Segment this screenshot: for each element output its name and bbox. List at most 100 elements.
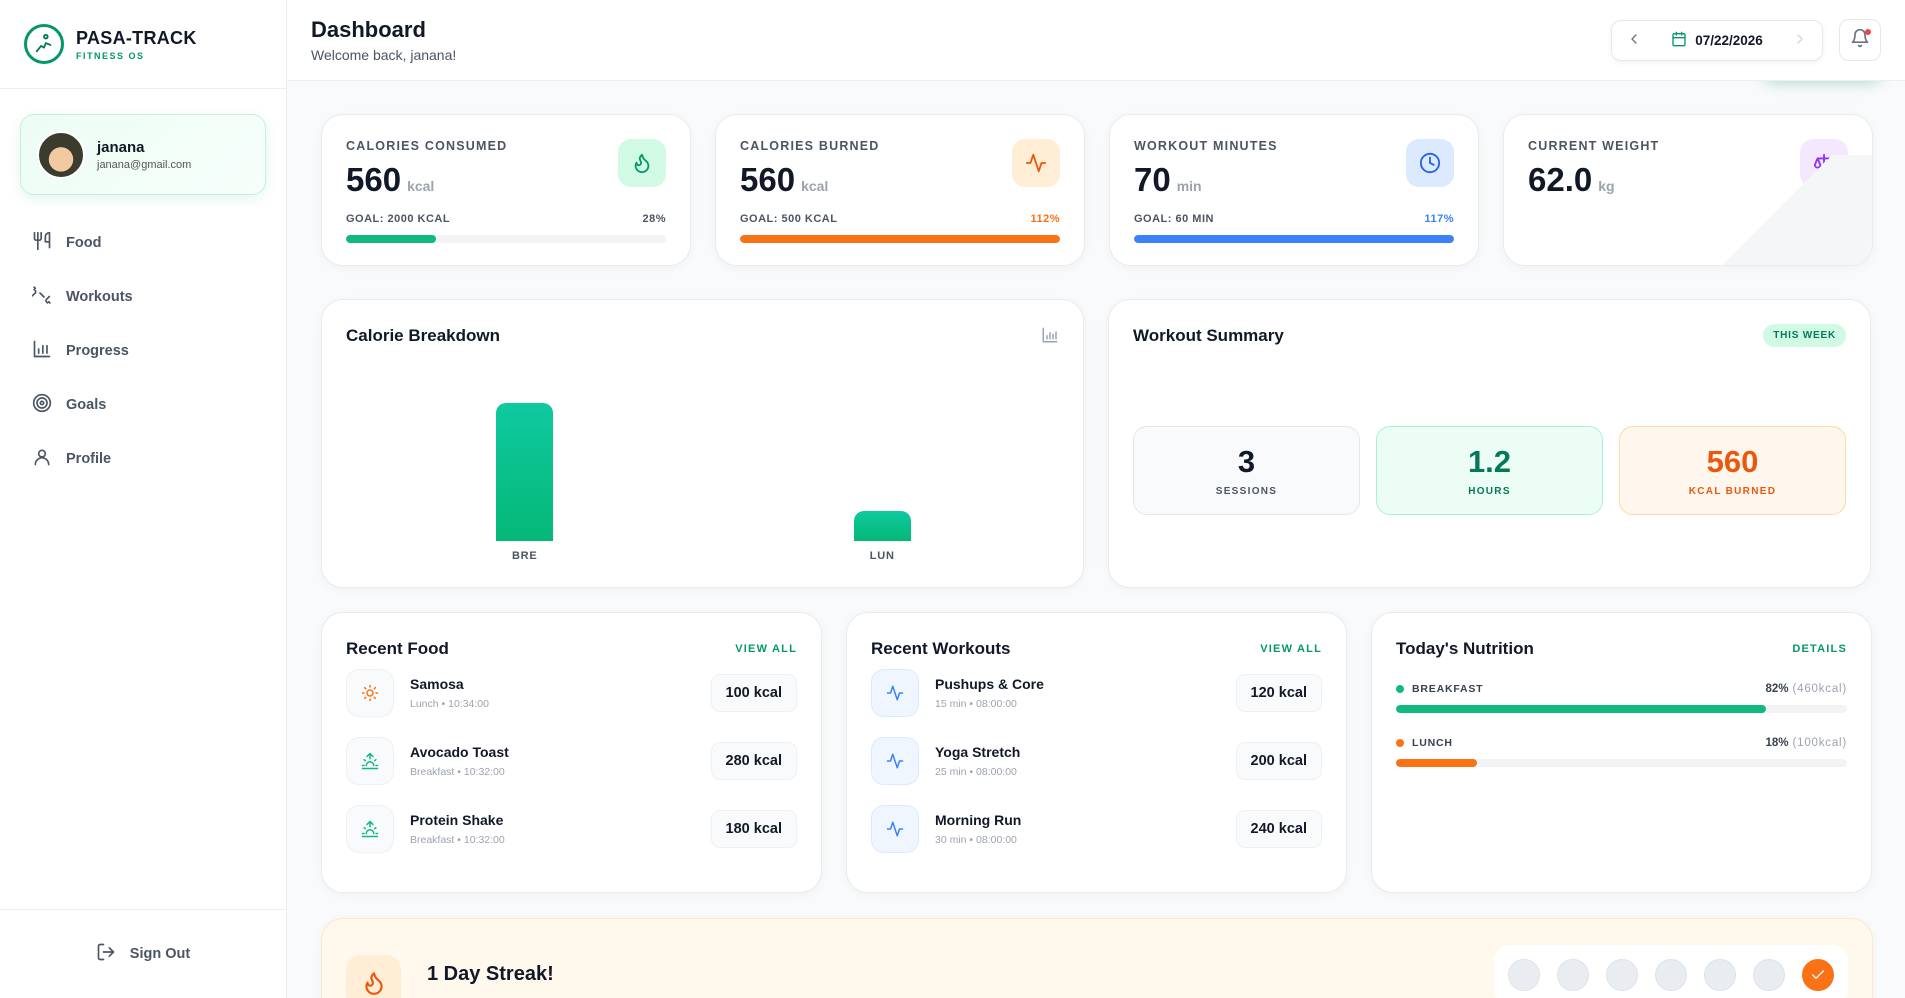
icon — [346, 955, 401, 998]
icon — [32, 393, 52, 417]
list-item[interactable]: Morning Run 30 min • 08:00:00 240 kcal — [871, 795, 1322, 863]
sign-out[interactable]: Sign Out — [0, 909, 286, 998]
x-tick-label: BRE — [511, 550, 538, 562]
details-link[interactable]: DETAILS — [1792, 643, 1847, 655]
nutrition-item: LUNCH 18% (100kcal) — [1396, 737, 1847, 767]
stat-label: CALORIES CONSUMED — [346, 139, 508, 153]
stat-value-row: 70 min — [1134, 161, 1454, 199]
item-meta: 15 min • 08:00:00 — [935, 698, 1017, 710]
streak-text: 1 Day Streak! You've logged data for 1 da… — [427, 955, 738, 998]
stat-value: 62.0 — [1528, 161, 1593, 198]
summary-label: SESSIONS — [1215, 486, 1278, 497]
goal-percent: 112% — [1030, 213, 1060, 225]
nav-item[interactable]: Profile — [20, 435, 274, 482]
notifications[interactable] — [1839, 19, 1881, 61]
stat-unit: kg — [1598, 178, 1615, 194]
goal-row: GOAL: 60 MIN 117% — [1134, 213, 1454, 225]
view-all[interactable]: VIEW ALL — [735, 643, 797, 655]
stat-label: WORKOUT MINUTES — [1134, 139, 1278, 153]
nav: DashboardFoodWorkoutsProgressGoalsProfil… — [0, 30, 1881, 489]
stat-value: 70 — [1134, 161, 1171, 198]
stat-card: CALORIES CONSUMED 560 kcal GOAL: 2000 KCAL 2… — [321, 114, 691, 266]
summary-tiles: 3 SESSIONS 1.2 HOURS 560 KCAL BURNED — [1133, 426, 1846, 515]
goal-percent: 117% — [1424, 213, 1454, 225]
day — [1704, 959, 1736, 991]
list-item[interactable]: Avocado Toast Breakfast • 10:32:00 280 kca… — [346, 727, 797, 795]
item-meta: Lunch • 10:34:00 — [410, 698, 489, 710]
list-item[interactable]: Pushups & Core 15 min • 08:00:00 120 kcal — [871, 659, 1322, 727]
streak-card: 1 Day Streak! You've logged data for 1 da… — [321, 918, 1873, 998]
icon — [346, 805, 394, 853]
progress-track — [740, 235, 1060, 243]
icon-graphic — [33, 340, 51, 357]
list-item[interactable]: Yoga Stretch 25 min • 08:00:00 200 kcal — [871, 727, 1322, 795]
nav-item[interactable]: Workouts — [20, 273, 274, 320]
icon-graphic — [97, 943, 115, 961]
nav-item[interactable]: Goals — [20, 381, 274, 428]
item-meta: Breakfast • 10:32:00 — [410, 834, 505, 846]
goal-label: GOAL: 60 MIN — [1134, 213, 1214, 225]
icon-graphic — [1797, 33, 1803, 44]
stats-row: CALORIES CONSUMED 560 kcal GOAL: 2000 KCAL 2… — [321, 114, 1873, 266]
summary-tile: 1.2 HOURS — [1376, 426, 1603, 515]
summary-value: 1.2 — [1467, 444, 1512, 479]
stat-card: WORKOUT MINUTES 70 min GOAL: 60 MIN 117% — [1109, 114, 1479, 266]
summary-title: Workout Summary — [1133, 326, 1284, 345]
nav-item[interactable]: Progress — [20, 327, 274, 374]
icon — [31, 285, 52, 309]
icon-graphic — [33, 231, 51, 250]
item-kcal: 200 kcal — [1235, 742, 1322, 780]
item-kcal: 180 kcal — [710, 810, 797, 848]
icon-graphic — [1419, 152, 1441, 174]
summary-label: HOURS — [1468, 486, 1511, 497]
charts-row: Calorie Breakdown BRE LUN Workout Summary TH… — [321, 299, 1873, 588]
goal-label: GOAL: 2000 KCAL — [346, 213, 451, 225]
stat-card: CALORIES BURNED 560 kcal GOAL: 500 KCAL 112% — [715, 114, 1085, 266]
item-text: Pushups & Core 15 min • 08:00:00 — [935, 676, 1044, 710]
list-item[interactable]: Samosa Lunch • 10:34:00 100 kcal — [346, 659, 797, 727]
date-text: 07/22/2026 — [1695, 32, 1763, 48]
progress-fill — [346, 235, 436, 243]
goal-row: GOAL: 2000 KCAL 28% — [346, 213, 666, 225]
page-subtitle: Welcome back, janana! — [311, 47, 457, 63]
icon-graphic — [364, 971, 383, 995]
sign-out-label: Sign Out — [129, 946, 191, 962]
goal-percent: 28% — [642, 213, 666, 225]
nutrition-head: LUNCH 18% (100kcal) — [1396, 737, 1847, 749]
brand-tagline: FITNESS OS — [76, 50, 145, 61]
meal-percent: 18% — [1765, 737, 1789, 749]
meal-detail: (460kcal) — [1792, 683, 1847, 695]
next-day[interactable] — [1792, 31, 1808, 50]
icon — [871, 805, 919, 853]
progress-track — [1396, 705, 1847, 713]
item-meta: 25 min • 08:00:00 — [935, 766, 1017, 778]
notification-dot — [1865, 29, 1871, 35]
icon-graphic — [361, 820, 379, 838]
item-kcal: 120 kcal — [1235, 674, 1322, 712]
icon-graphic — [1672, 31, 1686, 46]
stat-unit: kcal — [801, 178, 829, 194]
stat-value-row: 560 kcal — [740, 161, 1060, 199]
day — [1606, 959, 1638, 991]
view-all[interactable]: VIEW ALL — [1260, 643, 1322, 655]
date-picker[interactable]: 07/22/2026 — [1611, 19, 1823, 61]
recent-food-card: Recent Food VIEW ALL Samosa Lunch • 10:34:0… — [321, 612, 822, 893]
streak-message: You've logged data for 1 days in a row! … — [427, 996, 738, 998]
header: Dashboard Welcome back, janana! 07/22/2026 — [287, 0, 1905, 81]
icon-graphic — [1631, 33, 1637, 44]
nutrition-card: Today's Nutrition DETAILS BREAKFAST 82% (460… — [1371, 612, 1872, 893]
period-badge: THIS WEEK — [1763, 324, 1846, 347]
list-item[interactable]: Protein Shake Breakfast • 10:32:00 180 kca… — [346, 795, 797, 863]
nav-item[interactable]: Food — [20, 219, 274, 266]
stat-value: 560 — [346, 161, 402, 198]
bar — [853, 511, 911, 541]
user-card[interactable]: janana janana@gmail.com — [20, 114, 266, 195]
icon-graphic — [1025, 153, 1047, 173]
icon — [871, 669, 919, 717]
progress-track — [346, 235, 666, 243]
stat-unit: kcal — [407, 178, 435, 194]
icon-graphic — [34, 449, 50, 465]
prev-day[interactable] — [1626, 31, 1642, 50]
item-name: Morning Run — [935, 812, 1022, 828]
